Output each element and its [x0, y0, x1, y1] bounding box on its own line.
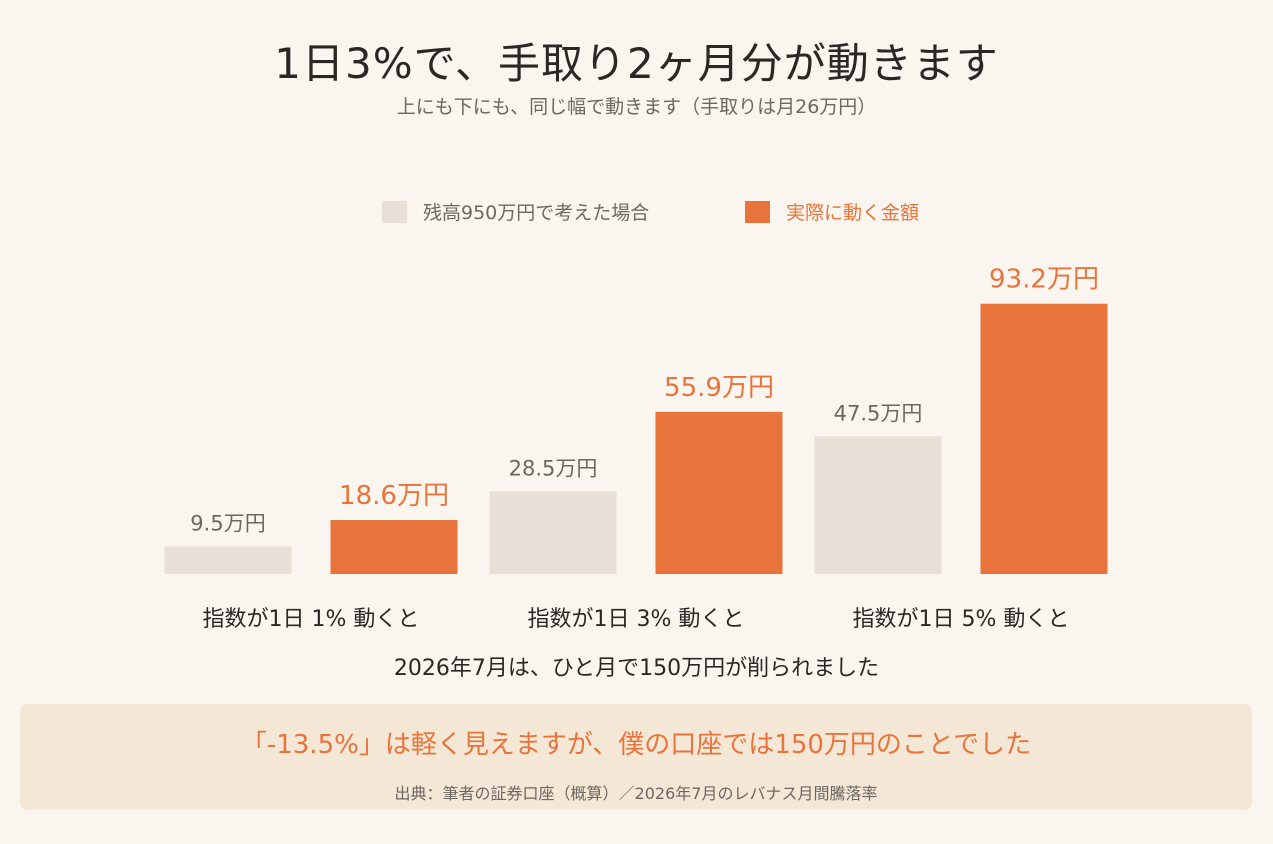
- bar-base-1: [164, 546, 292, 574]
- page-title: 1日3%で、手取り2ヶ月分が動きます: [274, 39, 999, 88]
- data-label-actual-3: 93.2万円: [989, 265, 1099, 295]
- bar-actual-1: [330, 520, 458, 574]
- source-credit: 出典：筆者の証券口座（概算）／2026年7月のレバナス月間騰落率: [394, 784, 878, 803]
- bar-base-2: [489, 491, 617, 574]
- legend-item-actual: 実際に動く金額: [745, 198, 919, 225]
- category-label-1: 指数が1日 1% 動くと: [203, 607, 420, 632]
- callout-box: 「-13.5%」は軽く見えますが、僕の口座では150万円のことでした 出典：筆者…: [20, 704, 1252, 810]
- page-subtitle: 上にも下にも、同じ幅で動きます（手取りは月26万円）: [396, 96, 877, 118]
- data-label-actual-1: 18.6万円: [339, 481, 449, 511]
- data-label-base-3: 47.5万円: [834, 401, 923, 425]
- chart-legend: 残高950万円で考えた場合 実際に動く金額: [0, 198, 1273, 226]
- category-label-2: 指数が1日 3% 動くと: [528, 607, 745, 632]
- legend-item-base: 残高950万円で考えた場合: [382, 198, 649, 225]
- legend-label-base: 残高950万円で考えた場合: [423, 202, 650, 224]
- data-label-actual-2: 55.9万円: [664, 373, 774, 403]
- category-label-3: 指数が1日 5% 動くと: [853, 607, 1070, 632]
- bar-actual-2: [655, 411, 783, 574]
- data-label-base-1: 9.5万円: [190, 511, 265, 535]
- callout-message: 「-13.5%」は軽く見えますが、僕の口座では150万円のことでした: [240, 730, 1032, 760]
- data-label-base-2: 28.5万円: [509, 456, 598, 480]
- legend-swatch-actual: [745, 200, 770, 223]
- bar-base-3: [814, 436, 942, 574]
- summary-note: 2026年7月は、ひと月で150万円が削られました: [393, 656, 880, 681]
- bar-actual-3: [980, 303, 1108, 574]
- legend-label-actual: 実際に動く金額: [786, 202, 920, 224]
- legend-swatch-base: [382, 200, 407, 223]
